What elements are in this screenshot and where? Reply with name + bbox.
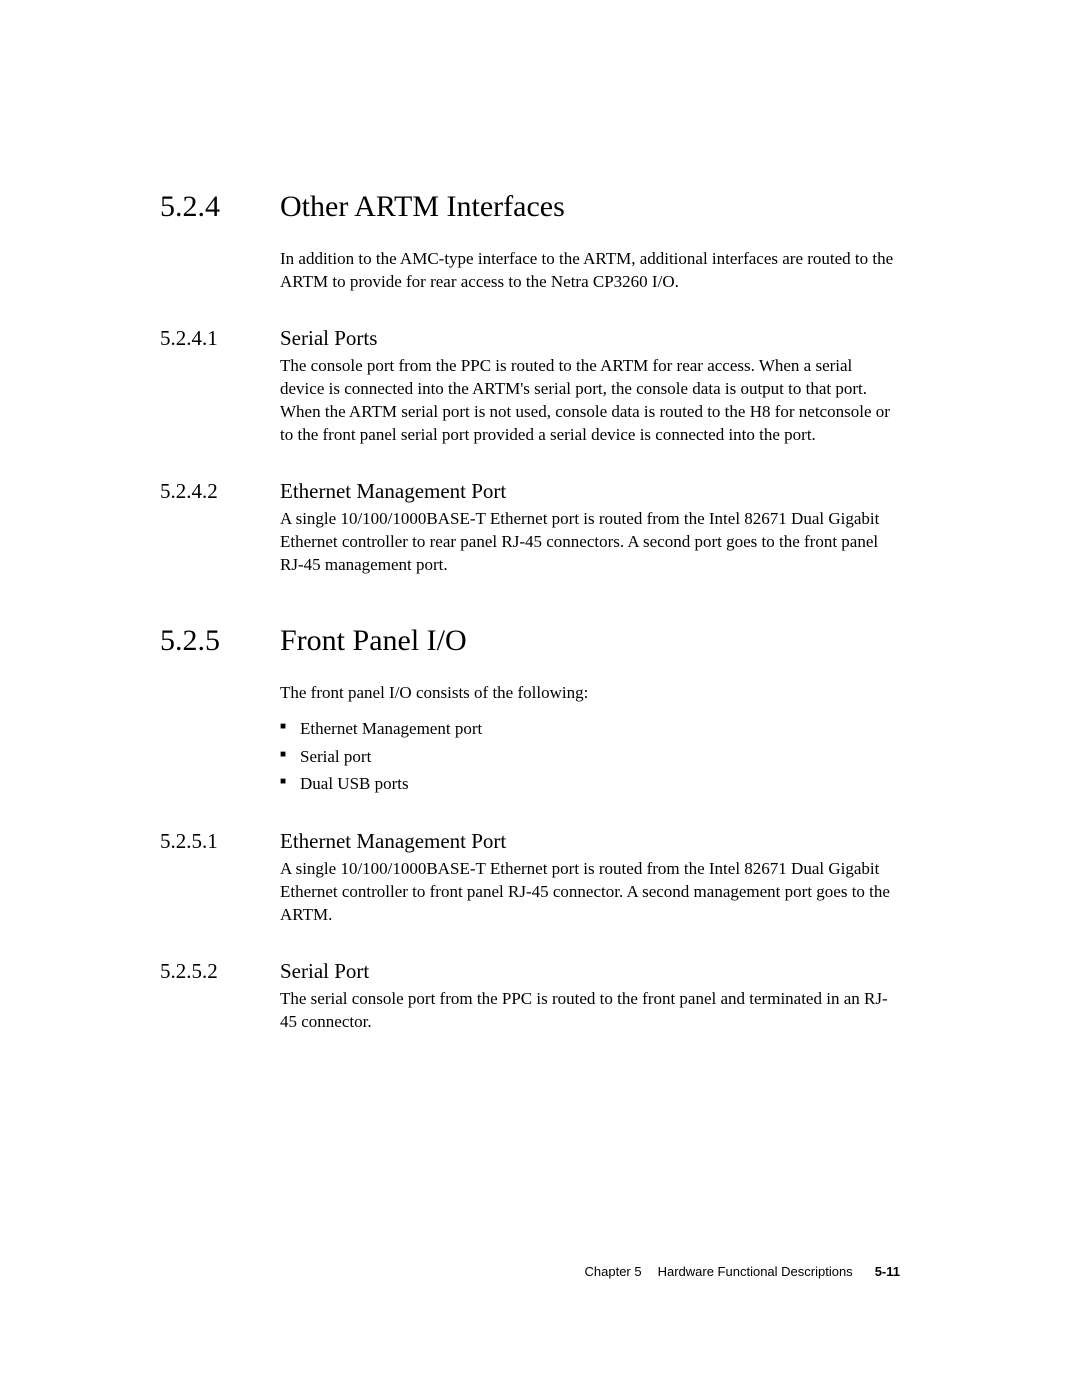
- subsection-title: Serial Ports: [280, 326, 377, 351]
- list-item: Serial port: [280, 743, 900, 770]
- section-intro-text: The front panel I/O consists of the foll…: [280, 682, 900, 705]
- section-header: 5.2.5 Front Panel I/O: [160, 624, 900, 658]
- list-item: Dual USB ports: [280, 770, 900, 797]
- section-524: 5.2.4 Other ARTM Interfaces In addition …: [160, 190, 900, 576]
- subsection-number: 5.2.5.1: [160, 829, 280, 854]
- subsection-title: Ethernet Management Port: [280, 829, 506, 854]
- section-title: Other ARTM Interfaces: [280, 190, 565, 224]
- section-title: Front Panel I/O: [280, 624, 467, 658]
- subsection-number: 5.2.4.2: [160, 479, 280, 504]
- subsection-title: Ethernet Management Port: [280, 479, 506, 504]
- subsection-number: 5.2.4.1: [160, 326, 280, 351]
- subsection-body-text: A single 10/100/1000BASE-T Ethernet port…: [280, 508, 900, 577]
- subsection-body-text: A single 10/100/1000BASE-T Ethernet port…: [280, 858, 900, 927]
- subsection-number: 5.2.5.2: [160, 959, 280, 984]
- footer-chapter-title: Hardware Functional Descriptions: [658, 1264, 853, 1279]
- subsection-header-5252: 5.2.5.2 Serial Port: [160, 959, 900, 984]
- subsection-title: Serial Port: [280, 959, 369, 984]
- subsection-header-5242: 5.2.4.2 Ethernet Management Port: [160, 479, 900, 504]
- subsection-header-5251: 5.2.5.1 Ethernet Management Port: [160, 829, 900, 854]
- section-number: 5.2.4: [160, 190, 280, 224]
- footer-page-number: 5-11: [875, 1264, 900, 1279]
- bullet-list: Ethernet Management port Serial port Dua…: [280, 715, 900, 797]
- subsection-body-text: The serial console port from the PPC is …: [280, 988, 900, 1034]
- section-header: 5.2.4 Other ARTM Interfaces: [160, 190, 900, 224]
- section-525: 5.2.5 Front Panel I/O The front panel I/…: [160, 624, 900, 1033]
- page-footer: Chapter 5 Hardware Functional Descriptio…: [160, 1263, 900, 1281]
- document-page: 5.2.4 Other ARTM Interfaces In addition …: [0, 0, 1080, 1034]
- section-intro-text: In addition to the AMC-type interface to…: [280, 248, 900, 294]
- section-number: 5.2.5: [160, 624, 280, 658]
- subsection-body-text: The console port from the PPC is routed …: [280, 355, 900, 447]
- footer-chapter-title-text: Hardware Functional Descriptions: [658, 1264, 853, 1279]
- list-item: Ethernet Management port: [280, 715, 900, 742]
- subsection-header-5241: 5.2.4.1 Serial Ports: [160, 326, 900, 351]
- footer-chapter-label: Chapter 5: [585, 1264, 642, 1279]
